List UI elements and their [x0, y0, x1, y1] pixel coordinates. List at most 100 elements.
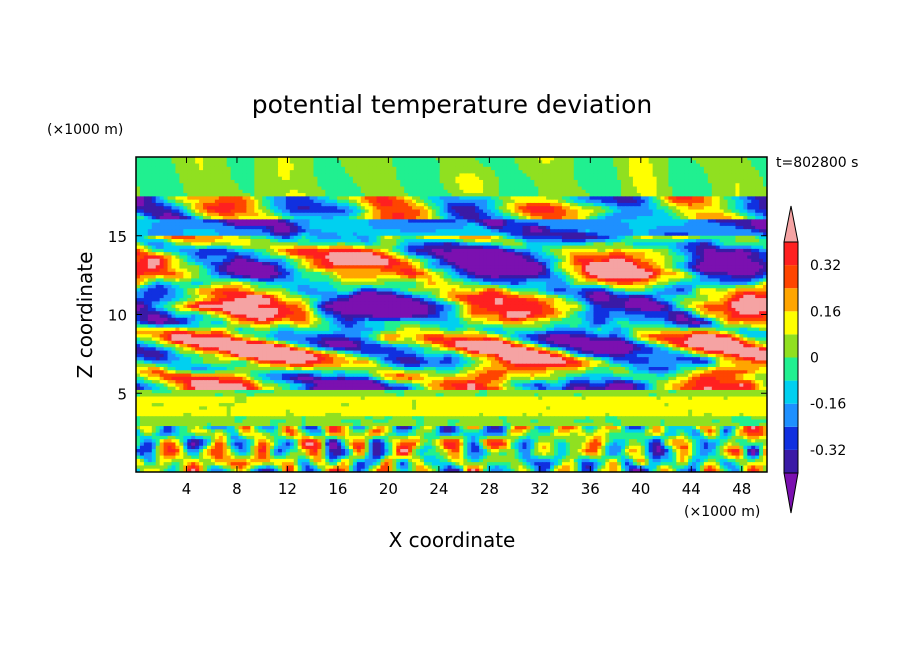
- field-cell: [498, 248, 504, 253]
- field-cell: [400, 189, 405, 194]
- field-cell: [274, 229, 279, 234]
- field-cell: [380, 209, 386, 214]
- field-cell: [759, 186, 764, 191]
- field-cell: [502, 189, 508, 194]
- field-cell: [676, 206, 681, 211]
- field-cell: [483, 245, 488, 250]
- field-cell: [423, 176, 429, 181]
- field-cell: [242, 179, 248, 184]
- field-cell: [195, 245, 200, 250]
- field-cell: [147, 176, 153, 181]
- field-cell: [593, 189, 599, 194]
- field-cell: [609, 196, 614, 201]
- field-cell: [565, 166, 571, 171]
- field-cell: [688, 179, 693, 184]
- field-cell: [640, 248, 646, 253]
- field-cell: [711, 186, 717, 191]
- field-cell: [356, 216, 362, 220]
- field-cell: [715, 163, 721, 168]
- field-cell: [341, 179, 346, 184]
- field-cell: [203, 189, 208, 194]
- field-cell: [459, 183, 464, 188]
- field-cell: [463, 166, 468, 171]
- field-cell: [581, 216, 587, 220]
- field-cell: [506, 235, 512, 240]
- field-cell: [530, 183, 535, 188]
- field-cell: [400, 193, 405, 197]
- field-cell: [664, 239, 669, 243]
- field-cell: [388, 225, 393, 230]
- field-cell: [467, 222, 472, 227]
- field-cell: [285, 196, 291, 201]
- field-cell: [309, 166, 315, 171]
- field-cell: [719, 212, 725, 217]
- field-cell: [467, 176, 472, 181]
- field-cell: [179, 160, 184, 165]
- field-cell: [214, 206, 220, 211]
- field-cell: [297, 222, 303, 227]
- field-cell: [526, 219, 531, 224]
- field-cell: [719, 202, 725, 207]
- field-cell: [731, 166, 737, 171]
- field-cell: [463, 232, 468, 237]
- field-cell: [664, 196, 669, 201]
- field-cell: [707, 216, 713, 220]
- field-cell: [199, 189, 204, 194]
- field-cell: [277, 196, 283, 201]
- field-cell: [550, 219, 555, 224]
- field-cell: [187, 245, 192, 250]
- field-cell: [707, 222, 713, 227]
- field-cell: [230, 176, 236, 181]
- field-cell: [625, 232, 630, 237]
- field-cell: [191, 252, 196, 257]
- field-cell: [585, 245, 591, 250]
- field-cell: [589, 183, 595, 188]
- field-cell: [467, 189, 472, 194]
- field-cell: [534, 242, 539, 247]
- field-cell: [195, 196, 200, 201]
- field-cell: [380, 248, 386, 253]
- field-cell: [155, 166, 161, 171]
- field-cell: [439, 216, 445, 220]
- field-cell: [688, 248, 693, 253]
- field-cell: [238, 258, 244, 263]
- field-cell: [368, 186, 374, 191]
- field-cell: [242, 219, 248, 224]
- field-cell: [250, 163, 255, 168]
- field-cell: [715, 170, 721, 175]
- field-cell: [270, 179, 275, 184]
- field-cell: [703, 170, 709, 175]
- field-cell: [581, 239, 587, 243]
- field-cell: [514, 183, 520, 188]
- field-cell: [506, 219, 512, 224]
- field-cell: [664, 163, 669, 168]
- field-cell: [692, 206, 697, 211]
- field-cell: [376, 235, 382, 240]
- field-cell: [341, 202, 346, 207]
- field-cell: [605, 157, 610, 161]
- field-cell: [723, 202, 729, 207]
- field-cell: [581, 163, 587, 168]
- field-cell: [238, 235, 244, 240]
- field-cell: [621, 252, 626, 257]
- field-cell: [305, 239, 311, 243]
- field-cell: [364, 186, 370, 191]
- field-cell: [412, 252, 417, 257]
- field-cell: [585, 170, 591, 175]
- field-cell: [246, 229, 251, 234]
- field-cell: [506, 170, 512, 175]
- field-cell: [187, 248, 192, 253]
- field-cell: [494, 248, 500, 253]
- field-cell: [214, 179, 220, 184]
- field-cell: [668, 219, 673, 224]
- field-cell: [490, 179, 496, 184]
- field-cell: [696, 189, 701, 194]
- field-cell: [380, 212, 386, 217]
- field-cell: [755, 242, 760, 247]
- field-cell: [274, 245, 279, 250]
- field-cell: [352, 225, 358, 230]
- field-cell: [412, 216, 417, 220]
- field-cell: [360, 186, 366, 191]
- field-cell: [396, 199, 401, 204]
- field-cell: [313, 202, 319, 207]
